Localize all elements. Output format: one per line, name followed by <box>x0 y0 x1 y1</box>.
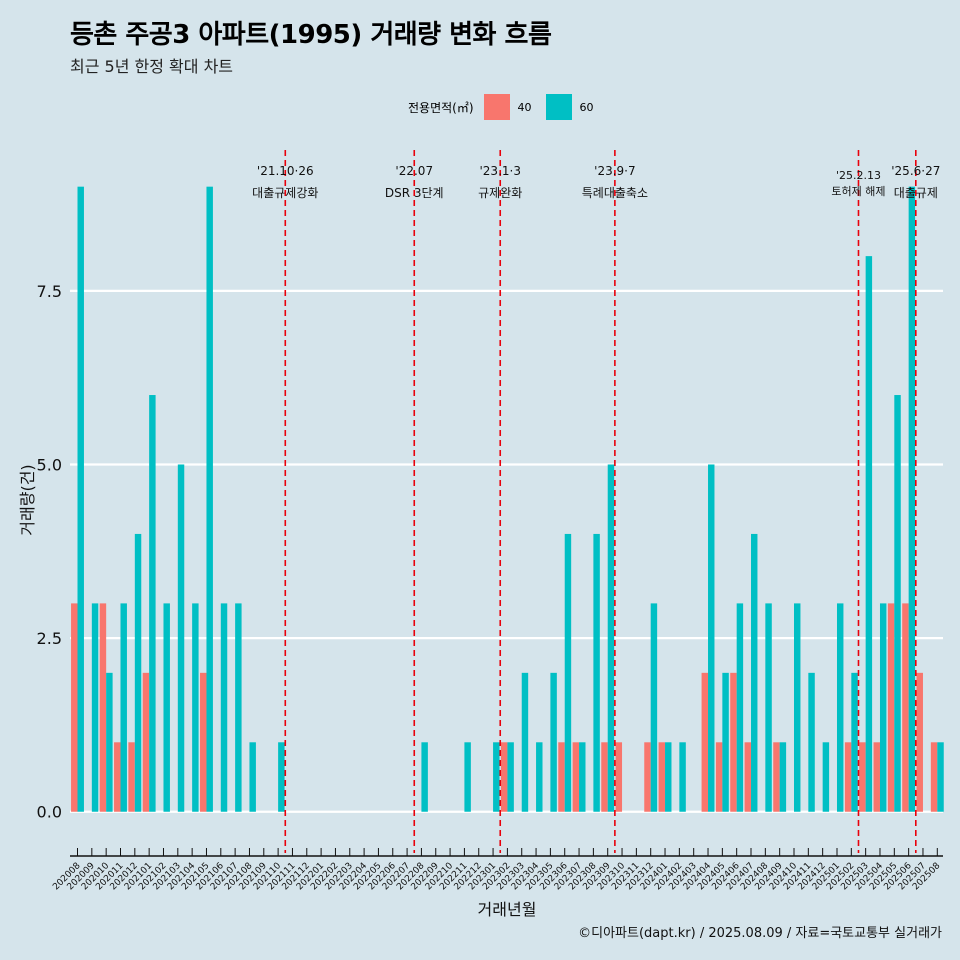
bar <box>715 742 723 812</box>
bar <box>744 742 752 812</box>
bar <box>937 742 944 812</box>
bar <box>736 603 744 812</box>
bar <box>722 672 729 812</box>
bar <box>572 742 580 812</box>
event-date: '25.6·27 <box>891 164 940 178</box>
bar <box>507 742 514 812</box>
bar <box>836 603 844 812</box>
legend-swatch-60 <box>545 94 572 120</box>
event-label: DSR 3단계 <box>385 186 444 200</box>
bar <box>794 603 801 812</box>
bar <box>464 742 471 812</box>
bar <box>851 672 858 812</box>
bar <box>902 603 909 812</box>
bar <box>930 742 938 812</box>
event-date: '23.9·7 <box>594 164 635 178</box>
event-date: '22.07 <box>395 164 433 178</box>
bar <box>91 603 99 812</box>
event-label: 대출규제강화 <box>252 186 318 200</box>
bar <box>593 533 600 812</box>
bar <box>679 742 686 812</box>
bar <box>421 742 428 812</box>
bar <box>521 672 529 812</box>
bar <box>77 186 84 812</box>
bar <box>644 742 651 812</box>
bar <box>278 742 285 812</box>
bar <box>701 672 709 812</box>
bar <box>142 672 150 812</box>
legend: 전용면적(㎡) 40 60 <box>408 92 608 122</box>
bar <box>558 742 565 812</box>
bar <box>235 603 242 812</box>
legend-swatch-40 <box>483 94 510 120</box>
bar <box>908 186 916 812</box>
bar <box>192 603 199 812</box>
bar <box>751 533 758 812</box>
bar <box>607 464 615 812</box>
bar <box>564 533 572 812</box>
legend-title: 전용면적(㎡) <box>408 100 474 115</box>
bar <box>114 742 121 812</box>
bar <box>873 742 880 812</box>
bar <box>708 464 715 812</box>
y-tick-label: 2.5 <box>37 629 62 648</box>
bar <box>177 464 185 812</box>
event-label: 토허제 해제 <box>831 184 885 198</box>
event-label: 규제완화 <box>478 186 522 200</box>
bar <box>665 742 672 812</box>
bar <box>550 672 557 812</box>
bar <box>99 603 107 812</box>
bar <box>658 742 666 812</box>
bar <box>879 603 887 812</box>
event-label: 특례대출축소 <box>582 186 648 200</box>
bar <box>579 742 586 812</box>
bar <box>650 603 658 812</box>
bar <box>894 395 901 812</box>
legend-label-60: 60 <box>579 100 594 114</box>
bar <box>500 742 508 812</box>
source-caption: ©디아파트(dapt.kr) / 2025.08.09 / 자료=국토교통부 실… <box>578 926 942 941</box>
bar <box>916 672 923 812</box>
bar <box>149 395 156 812</box>
y-tick-label: 7.5 <box>37 282 62 301</box>
bar <box>779 742 787 812</box>
bar <box>134 533 142 812</box>
bar <box>220 603 228 812</box>
bar <box>71 603 78 812</box>
bar <box>128 742 135 812</box>
bar <box>808 672 815 812</box>
y-tick-label: 5.0 <box>37 455 62 474</box>
event-date: '21.10·26 <box>257 164 314 178</box>
bar <box>536 742 543 812</box>
x-axis-title: 거래년월 <box>478 900 537 919</box>
event-date: '23.1·3 <box>480 164 521 178</box>
bar <box>163 603 170 812</box>
y-tick-label: 0.0 <box>37 803 62 822</box>
bar <box>206 186 213 812</box>
y-axis-title: 거래량(건) <box>18 464 37 535</box>
bar <box>601 742 608 812</box>
bar <box>106 672 113 812</box>
bar <box>730 672 737 812</box>
bar <box>493 742 500 812</box>
bar <box>865 256 873 812</box>
event-date: '25.2.13 <box>836 169 881 182</box>
bar <box>859 742 866 812</box>
chart-subtitle: 최근 5년 한정 확대 차트 <box>70 57 234 76</box>
bar <box>120 603 127 812</box>
legend-label-40: 40 <box>517 100 532 114</box>
bar <box>615 742 623 812</box>
bar <box>249 742 256 812</box>
bar <box>765 603 772 812</box>
event-label: 대출규제 <box>894 186 938 200</box>
bar <box>887 603 895 812</box>
bar <box>844 742 852 812</box>
bar <box>822 742 830 812</box>
bar <box>773 742 780 812</box>
bar <box>200 672 207 812</box>
chart-title: 등촌 주공3 아파트(1995) 거래량 변화 흐름 <box>70 20 552 50</box>
